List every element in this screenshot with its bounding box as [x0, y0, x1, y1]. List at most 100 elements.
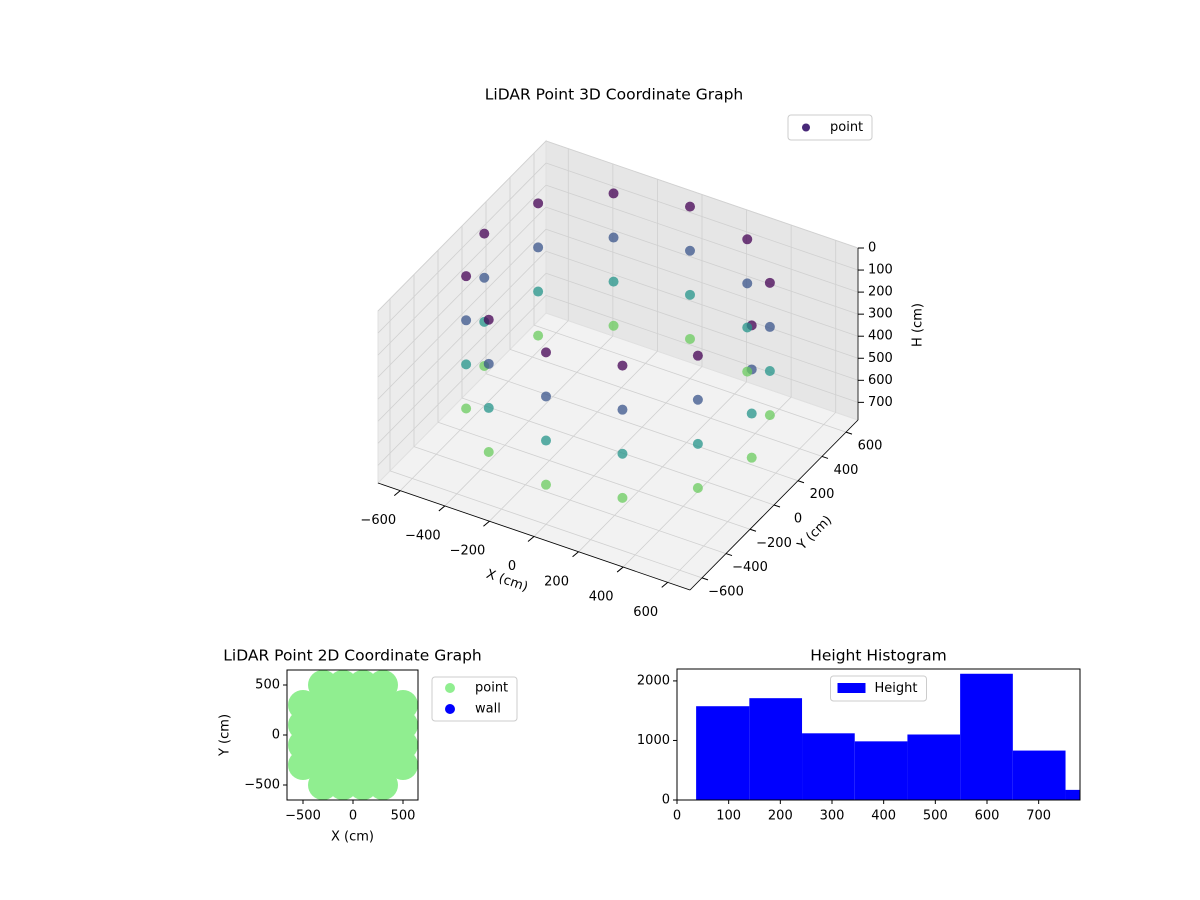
z-tick-label: 0 [868, 241, 876, 256]
legend-label: wall [475, 702, 501, 717]
z-tick-label: 400 [868, 329, 893, 344]
y-tick-label: 1000 [637, 733, 670, 748]
x-tick-label: −600 [360, 513, 396, 528]
point [479, 272, 490, 283]
grid-line [389, 470, 703, 579]
legend-label: Height [875, 681, 918, 696]
point [388, 690, 418, 720]
x-tick-label: 500 [391, 809, 416, 824]
grid-line [377, 228, 547, 400]
y-tick [701, 577, 709, 581]
point [685, 245, 695, 256]
point [617, 360, 628, 371]
x-tick-label: 200 [768, 809, 793, 824]
point [692, 438, 703, 449]
y-axis-label: Y (cm) [218, 714, 233, 757]
point [608, 276, 619, 287]
x-tick-label: 500 [923, 809, 948, 824]
point [764, 321, 775, 332]
grid-line [509, 349, 823, 457]
z-tick-label: 300 [868, 307, 893, 322]
x-tick-label: 0 [349, 809, 357, 824]
x-tick [616, 566, 624, 573]
plot-area [288, 670, 418, 800]
x-tick-label: −200 [450, 544, 486, 559]
point [541, 391, 551, 402]
chart-title: Height Histogram [810, 647, 947, 665]
y-tick [845, 431, 853, 435]
x-tick [483, 520, 490, 527]
grid-line [377, 140, 547, 312]
point [746, 408, 757, 419]
x-tick [661, 581, 669, 588]
z-tick-label: 500 [868, 351, 893, 366]
x-tick-label: 400 [589, 590, 614, 605]
x-tick [393, 490, 401, 497]
bar [960, 673, 1013, 800]
grid-line [377, 206, 547, 378]
point [742, 322, 753, 333]
x-tick-label: −500 [285, 809, 321, 824]
point [608, 232, 619, 243]
point [685, 333, 695, 344]
y-tick-label: 500 [255, 678, 280, 693]
y-tick-label: 0 [662, 793, 670, 808]
bar [802, 733, 855, 800]
legend-marker [802, 123, 810, 132]
x-tick-label: 100 [716, 809, 741, 824]
x-tick-label: 400 [871, 809, 896, 824]
point [608, 188, 619, 199]
y-tick-label: −500 [244, 778, 280, 793]
point [742, 366, 753, 377]
chart-title: LiDAR Point 2D Coordinate Graph [223, 647, 481, 665]
legend-label: point [830, 120, 863, 135]
y-tick-label: −200 [756, 536, 792, 551]
grid-line [545, 184, 859, 293]
legend-marker [445, 704, 455, 714]
grid-line [461, 397, 775, 506]
grid-line [377, 184, 547, 356]
axis-line [377, 482, 691, 591]
z-axis-label: H (cm) [911, 303, 926, 347]
point [608, 320, 619, 331]
point [461, 271, 472, 282]
point [692, 482, 703, 493]
grid-line [377, 250, 547, 422]
y-tick-label: 2000 [637, 673, 670, 688]
x-tick-label: 0 [673, 809, 681, 824]
point [541, 479, 551, 490]
x-tick-label: 700 [1026, 809, 1051, 824]
legend-marker [445, 683, 455, 693]
grid-line [377, 162, 547, 334]
y-tick-label: 400 [834, 463, 859, 478]
legend-label: point [475, 681, 508, 696]
y-tick [821, 455, 829, 459]
point [533, 286, 544, 297]
y-tick [797, 480, 805, 484]
bar [907, 734, 961, 800]
grid-line [545, 228, 859, 337]
x-tick-label: 600 [975, 809, 1000, 824]
y-tick-label: 600 [858, 439, 883, 454]
bar [854, 741, 908, 800]
point [533, 198, 544, 209]
y-tick [749, 528, 757, 532]
point [764, 410, 775, 421]
point [764, 277, 775, 288]
point [483, 402, 494, 413]
grid-line [545, 140, 859, 249]
point [479, 228, 490, 239]
bar [1012, 750, 1066, 800]
point [461, 359, 472, 370]
y-tick-label: −400 [732, 560, 768, 575]
point [533, 242, 544, 253]
point [692, 394, 703, 405]
axis-line [689, 419, 859, 591]
point [461, 403, 472, 414]
bar [1065, 789, 1080, 800]
y-tick-label: 0 [272, 728, 280, 743]
point [742, 278, 753, 289]
point [461, 315, 472, 326]
x-axis-label: X (cm) [331, 830, 374, 845]
